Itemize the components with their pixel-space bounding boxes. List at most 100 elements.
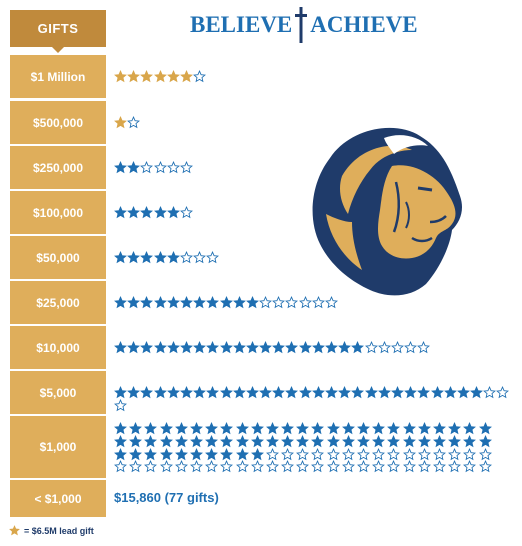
tier-label: $10,000 [10, 326, 106, 369]
empty-star-icon [417, 341, 431, 354]
filled-star-icon [140, 251, 154, 264]
filled-star-icon [114, 251, 127, 264]
believe-achieve-logo: BELIEVE ACHIEVE [190, 7, 418, 43]
filled-star-icon [259, 386, 273, 399]
filled-star-icon [127, 251, 141, 264]
filled-star-icon [417, 422, 433, 435]
empty-star-icon [193, 70, 207, 83]
filled-star-icon [114, 447, 129, 461]
filled-star-icon [166, 251, 180, 264]
filled-star-icon [325, 386, 338, 399]
empty-star-icon [448, 460, 463, 473]
filled-star-icon [166, 341, 180, 354]
filled-star-icon [341, 422, 357, 435]
empty-star-icon [166, 161, 180, 174]
empty-star-icon [372, 460, 387, 473]
filled-star-icon [478, 434, 494, 448]
filled-star-icon [219, 341, 233, 354]
filled-star-icon [402, 422, 418, 435]
empty-star-icon [326, 460, 342, 473]
tier-label: $25,000 [10, 281, 106, 324]
filled-star-icon [470, 386, 484, 399]
filled-star-icon [220, 422, 235, 435]
empty-star-icon [372, 447, 387, 461]
filled-star-icon [144, 447, 159, 461]
filled-star-icon [448, 434, 463, 448]
empty-star-icon [174, 460, 190, 473]
empty-star-icon [179, 206, 193, 219]
tier-star-row [114, 251, 514, 264]
empty-star-icon [326, 447, 342, 461]
filled-star-icon [129, 434, 144, 448]
filled-star-icon [402, 434, 418, 448]
gold-star-icon [114, 70, 127, 83]
tier-star-row [114, 296, 514, 309]
filled-star-icon [311, 341, 325, 354]
filled-star-icon [232, 296, 246, 309]
tier-star-row [114, 116, 514, 129]
empty-star-icon [478, 460, 494, 473]
empty-star-icon [235, 460, 251, 473]
filled-star-icon [281, 422, 296, 435]
empty-star-icon [390, 341, 404, 354]
tier-label-below-1000: < $1,000 [10, 480, 106, 517]
filled-star-icon [432, 422, 448, 435]
empty-star-icon [298, 296, 312, 309]
empty-star-icon [417, 447, 433, 461]
empty-star-icon [250, 460, 266, 473]
tier-star-row [114, 70, 514, 83]
filled-star-icon [443, 386, 457, 399]
filled-star-icon [430, 386, 444, 399]
filled-star-icon [265, 422, 281, 435]
filled-star-icon [245, 386, 259, 399]
filled-star-icon [232, 386, 246, 399]
empty-star-icon [483, 386, 497, 399]
filled-star-icon [296, 422, 311, 435]
filled-star-icon [205, 434, 220, 448]
filled-star-icon [114, 206, 127, 219]
filled-star-icon [250, 422, 266, 435]
filled-star-icon [189, 434, 205, 448]
filled-star-icon [232, 341, 246, 354]
filled-star-icon [174, 447, 190, 461]
empty-star-icon [296, 447, 311, 461]
empty-star-icon [387, 447, 402, 461]
empty-star-icon [496, 386, 510, 399]
cross-icon [295, 7, 308, 43]
filled-star-icon [341, 434, 357, 448]
filled-star-icon [235, 422, 251, 435]
filled-star-icon [219, 296, 233, 309]
filled-star-icon [114, 386, 127, 399]
filled-star-icon [296, 434, 311, 448]
brand-word-believe: BELIEVE [190, 12, 293, 37]
empty-star-icon [341, 447, 357, 461]
filled-star-icon [351, 386, 365, 399]
gold-star-icon [140, 70, 154, 83]
tier-label: $5,000 [10, 371, 106, 414]
empty-star-icon [114, 399, 127, 412]
filled-star-icon [127, 341, 141, 354]
empty-star-icon [341, 460, 357, 473]
filled-star-icon [364, 386, 378, 399]
tier-star-row [114, 161, 514, 174]
filled-star-icon [140, 386, 154, 399]
tier-label: $500,000 [10, 101, 106, 144]
empty-star-icon [311, 296, 325, 309]
filled-star-icon [140, 341, 154, 354]
tier-star-row [114, 341, 514, 354]
filled-star-icon [448, 422, 463, 435]
tier-star-row [114, 206, 514, 219]
filled-star-icon [189, 422, 205, 435]
empty-star-icon [179, 161, 193, 174]
filled-star-icon [179, 341, 193, 354]
empty-star-icon [140, 161, 154, 174]
filled-star-icon [390, 386, 404, 399]
filled-star-icon [153, 251, 167, 264]
filled-star-icon [114, 296, 127, 309]
gifts-header: GIFTS [10, 10, 106, 53]
filled-star-icon [179, 296, 193, 309]
filled-star-icon [377, 386, 391, 399]
empty-star-icon [402, 460, 418, 473]
filled-star-icon [166, 206, 180, 219]
